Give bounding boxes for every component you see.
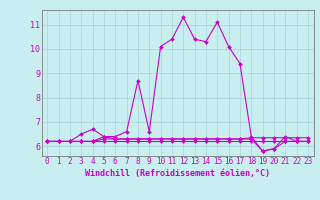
X-axis label: Windchill (Refroidissement éolien,°C): Windchill (Refroidissement éolien,°C) bbox=[85, 169, 270, 178]
